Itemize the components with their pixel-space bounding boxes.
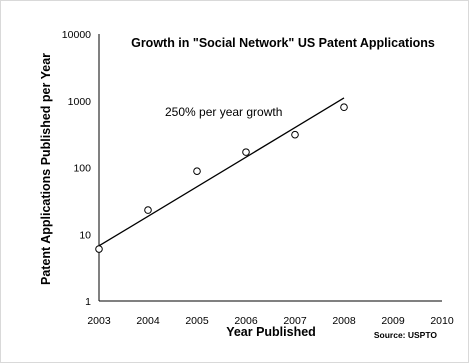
y-tick-label: 10000 xyxy=(62,29,91,41)
x-tick-label: 2005 xyxy=(185,315,209,327)
y-tick-label: 10 xyxy=(79,229,91,241)
source-note: Source: USPTO xyxy=(374,330,438,340)
trendline xyxy=(98,97,345,247)
y-tick-label: 100 xyxy=(73,163,91,175)
x-tick-label: 2003 xyxy=(87,315,111,327)
data-point xyxy=(242,148,250,156)
x-tick-label: 2004 xyxy=(136,315,160,327)
y-axis-label: Patent Applications Published per Year xyxy=(39,53,53,285)
x-axis-label: Year Published xyxy=(226,325,316,339)
x-tick-label: 2010 xyxy=(430,315,454,327)
data-point xyxy=(144,206,152,214)
x-tick-label: 2009 xyxy=(381,315,405,327)
x-tick-label: 2007 xyxy=(283,315,307,327)
y-tick-label: 1000 xyxy=(68,96,92,108)
chart-title: Growth in "Social Network" US Patent App… xyxy=(131,36,435,50)
data-points xyxy=(95,103,348,253)
y-tick-label: 1 xyxy=(85,296,91,308)
x-tick-label: 2006 xyxy=(234,315,258,327)
data-point xyxy=(340,103,348,112)
x-tick-label: 2008 xyxy=(332,315,356,327)
x-tick-labels: 2003 2004 2005 2006 2007 2008 2009 2010 xyxy=(87,315,454,327)
data-point xyxy=(291,130,299,139)
growth-annotation: 250% per year growth xyxy=(165,105,282,119)
data-point xyxy=(193,167,201,176)
data-point xyxy=(95,245,103,253)
y-tick-labels: 1 10 100 1000 10000 xyxy=(62,29,91,308)
